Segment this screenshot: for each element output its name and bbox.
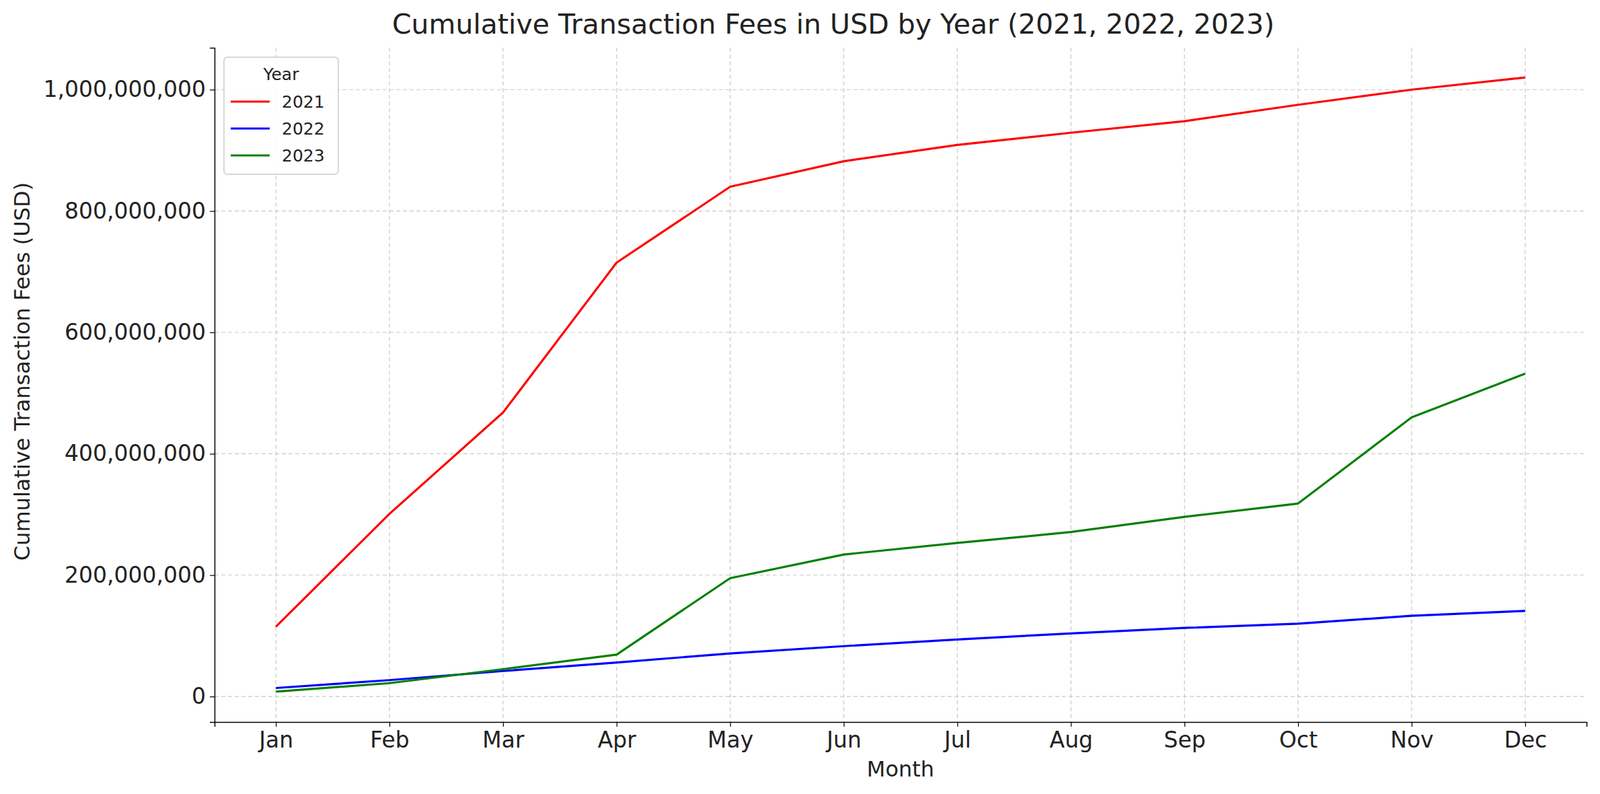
legend-swatch <box>230 127 270 130</box>
y-tick: 1,000,000,000 <box>43 75 215 103</box>
x-tick-mark <box>616 721 618 727</box>
grid <box>214 47 1587 722</box>
y-tick: 400,000,000 <box>64 439 215 467</box>
y-axis-title: Cumulative Transaction Fees (USD) <box>9 182 35 561</box>
grid-line <box>214 696 1587 697</box>
x-tick: May <box>707 721 754 753</box>
grid-line <box>214 210 1587 212</box>
legend-frame <box>223 57 339 175</box>
legend-swatch <box>230 154 270 157</box>
x-tick: Dec <box>1503 721 1547 753</box>
y-tick-label: 800,000,000 <box>64 197 206 224</box>
lines <box>275 77 1526 692</box>
x-tick: Apr <box>597 721 637 753</box>
grid-line <box>1411 47 1412 722</box>
grid-line <box>214 574 1587 576</box>
grid-line <box>214 453 1587 454</box>
x-tick: Feb <box>369 721 409 753</box>
x-axis-title: Month <box>866 755 935 782</box>
x-tick: Sep <box>1164 721 1206 753</box>
title: Cumulative Transaction Fees in USD by Ye… <box>392 8 1275 41</box>
grid-line <box>1297 47 1299 722</box>
x-tick-mark <box>503 721 504 727</box>
y-tick-label: 1,000,000,000 <box>43 75 206 103</box>
x-tick: Oct <box>1279 721 1318 753</box>
x-tick-mark <box>730 721 732 727</box>
grid-line <box>502 47 504 722</box>
x-tick-label: Sep <box>1164 726 1206 753</box>
y-tick-label: 200,000,000 <box>64 561 206 588</box>
x-tick-label: Mar <box>482 726 525 753</box>
x-tick-label: May <box>707 726 754 753</box>
grid-line <box>843 47 845 722</box>
x-tick: Nov <box>1390 721 1434 753</box>
y-tick-mark <box>209 89 215 91</box>
legend: Year 2021 2022 2023 <box>223 57 339 175</box>
x-tick-mark <box>1184 721 1186 727</box>
x-tick-label: Apr <box>597 726 637 753</box>
y-tick-mark <box>209 332 215 333</box>
y-tick: 0 <box>191 682 215 709</box>
y-tick-mark <box>209 575 215 576</box>
series-line <box>275 77 1526 627</box>
x-tick: Jan <box>257 721 294 753</box>
y-tick: 200,000,000 <box>64 561 215 588</box>
x-axis-line <box>215 722 1588 728</box>
x-tick-mark <box>957 721 958 727</box>
x-tick: Jul <box>942 721 972 753</box>
x-tick-mark <box>843 721 845 727</box>
x-tick-label: Oct <box>1279 726 1318 753</box>
y-tick-mark <box>209 211 215 212</box>
x-tick-label: Jan <box>257 726 294 753</box>
y-tick: 600,000,000 <box>64 318 215 346</box>
legend-label: 2022 <box>281 119 325 139</box>
grid-line <box>957 47 958 722</box>
y-tick: 800,000,000 <box>64 197 215 224</box>
grid-line <box>1070 47 1072 722</box>
legend-label: 2021 <box>281 92 325 112</box>
y-tick-label: 0 <box>191 682 206 709</box>
x-axis: Jan Feb Mar Apr May Jun Jul Aug Sep Oct Nov Dec <box>215 721 1588 753</box>
x-tick-label: Dec <box>1503 726 1547 753</box>
plot: 0 200,000,000 400,000,000 600,000,000 800,00… <box>43 47 1588 753</box>
x-tick: Jun <box>825 721 862 753</box>
y-tick-mark <box>209 453 215 454</box>
y-tick-label: 400,000,000 <box>64 439 206 467</box>
x-tick: Mar <box>482 721 525 753</box>
x-tick-label: Nov <box>1390 726 1434 753</box>
x-tick-mark <box>275 721 277 727</box>
x-tick-mark <box>1411 721 1413 727</box>
series-line <box>275 610 1526 689</box>
legend-title: Year <box>262 64 300 85</box>
grid-line <box>1524 47 1526 722</box>
y-tick-label: 600,000,000 <box>64 318 206 346</box>
x-tick-mark <box>1298 721 1299 727</box>
grid-line <box>729 47 731 722</box>
grid-line <box>214 89 1587 91</box>
series-line <box>275 373 1526 692</box>
x-tick-label: Jun <box>825 726 862 753</box>
y-tick-mark <box>209 696 215 697</box>
x-tick-mark <box>1070 721 1072 727</box>
legend-swatch <box>230 100 270 103</box>
x-tick-label: Feb <box>369 726 409 753</box>
x-tick-mark <box>389 721 391 727</box>
grid-line <box>1184 47 1186 722</box>
x-tick-mark <box>1525 721 1527 727</box>
chart: 0 200,000,000 400,000,000 600,000,000 800,00… <box>0 0 1600 794</box>
grid-line <box>388 47 390 722</box>
y-axis: 0 200,000,000 400,000,000 600,000,000 800,00… <box>43 48 216 723</box>
grid-line <box>616 47 617 722</box>
x-tick-label: Aug <box>1049 726 1093 753</box>
legend-label: 2023 <box>281 145 325 166</box>
grid-line <box>214 331 1587 333</box>
y-axis-line <box>209 48 216 723</box>
x-tick: Aug <box>1049 721 1093 753</box>
x-tick-label: Jul <box>942 726 972 753</box>
